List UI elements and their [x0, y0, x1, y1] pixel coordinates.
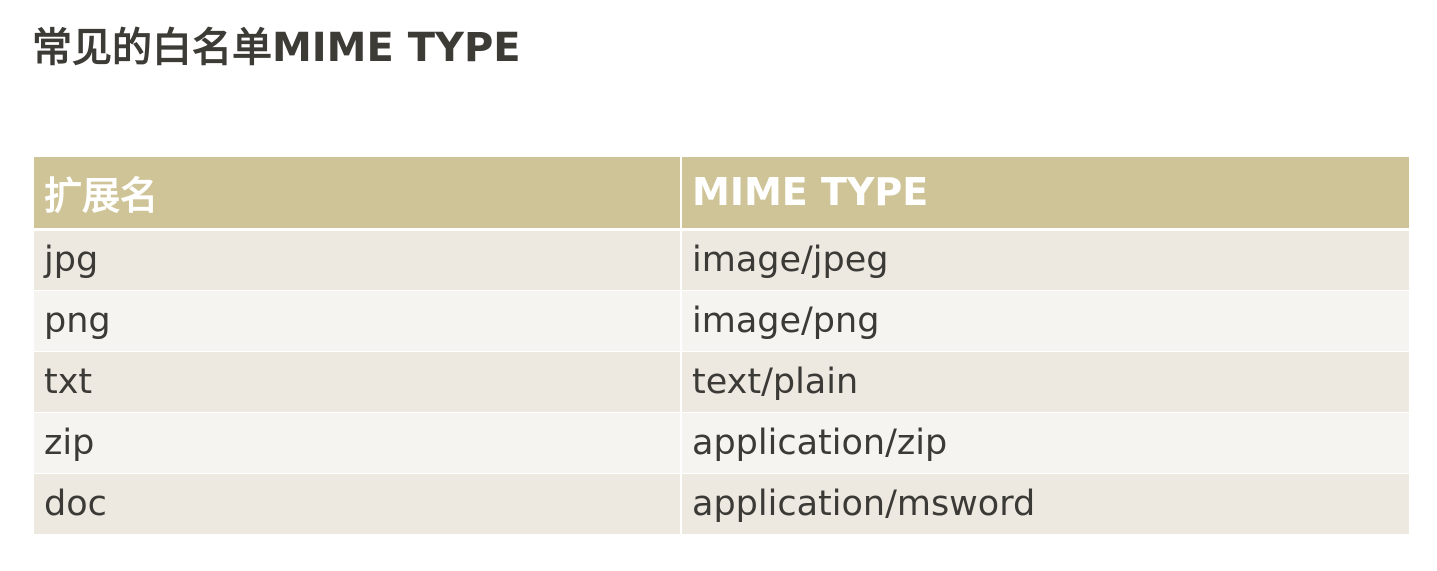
table-row: doc application/msword	[34, 473, 1409, 535]
mime-type-cell: image/png	[681, 290, 1409, 352]
extension-cell: png	[34, 290, 682, 352]
mime-type-table: 扩展名 MIME TYPE jpg image/jpeg png image/p…	[34, 157, 1409, 535]
header-mime-type: MIME TYPE	[681, 157, 1409, 231]
table-row: zip application/zip	[34, 412, 1409, 474]
page-title: 常见的白名单MIME TYPE	[32, 25, 521, 71]
table-row: jpg image/jpeg	[34, 229, 1409, 291]
extension-cell: jpg	[34, 229, 682, 291]
extension-cell: zip	[34, 412, 682, 474]
table-row: txt text/plain	[34, 351, 1409, 413]
extension-cell: doc	[34, 473, 682, 535]
mime-type-cell: image/jpeg	[681, 229, 1409, 291]
header-extension: 扩展名	[34, 157, 682, 231]
mime-type-cell: text/plain	[681, 351, 1409, 413]
mime-type-cell: application/msword	[681, 473, 1409, 535]
table-header-row: 扩展名 MIME TYPE	[34, 157, 1409, 231]
mime-type-cell: application/zip	[681, 412, 1409, 474]
table-row: png image/png	[34, 290, 1409, 352]
extension-cell: txt	[34, 351, 682, 413]
